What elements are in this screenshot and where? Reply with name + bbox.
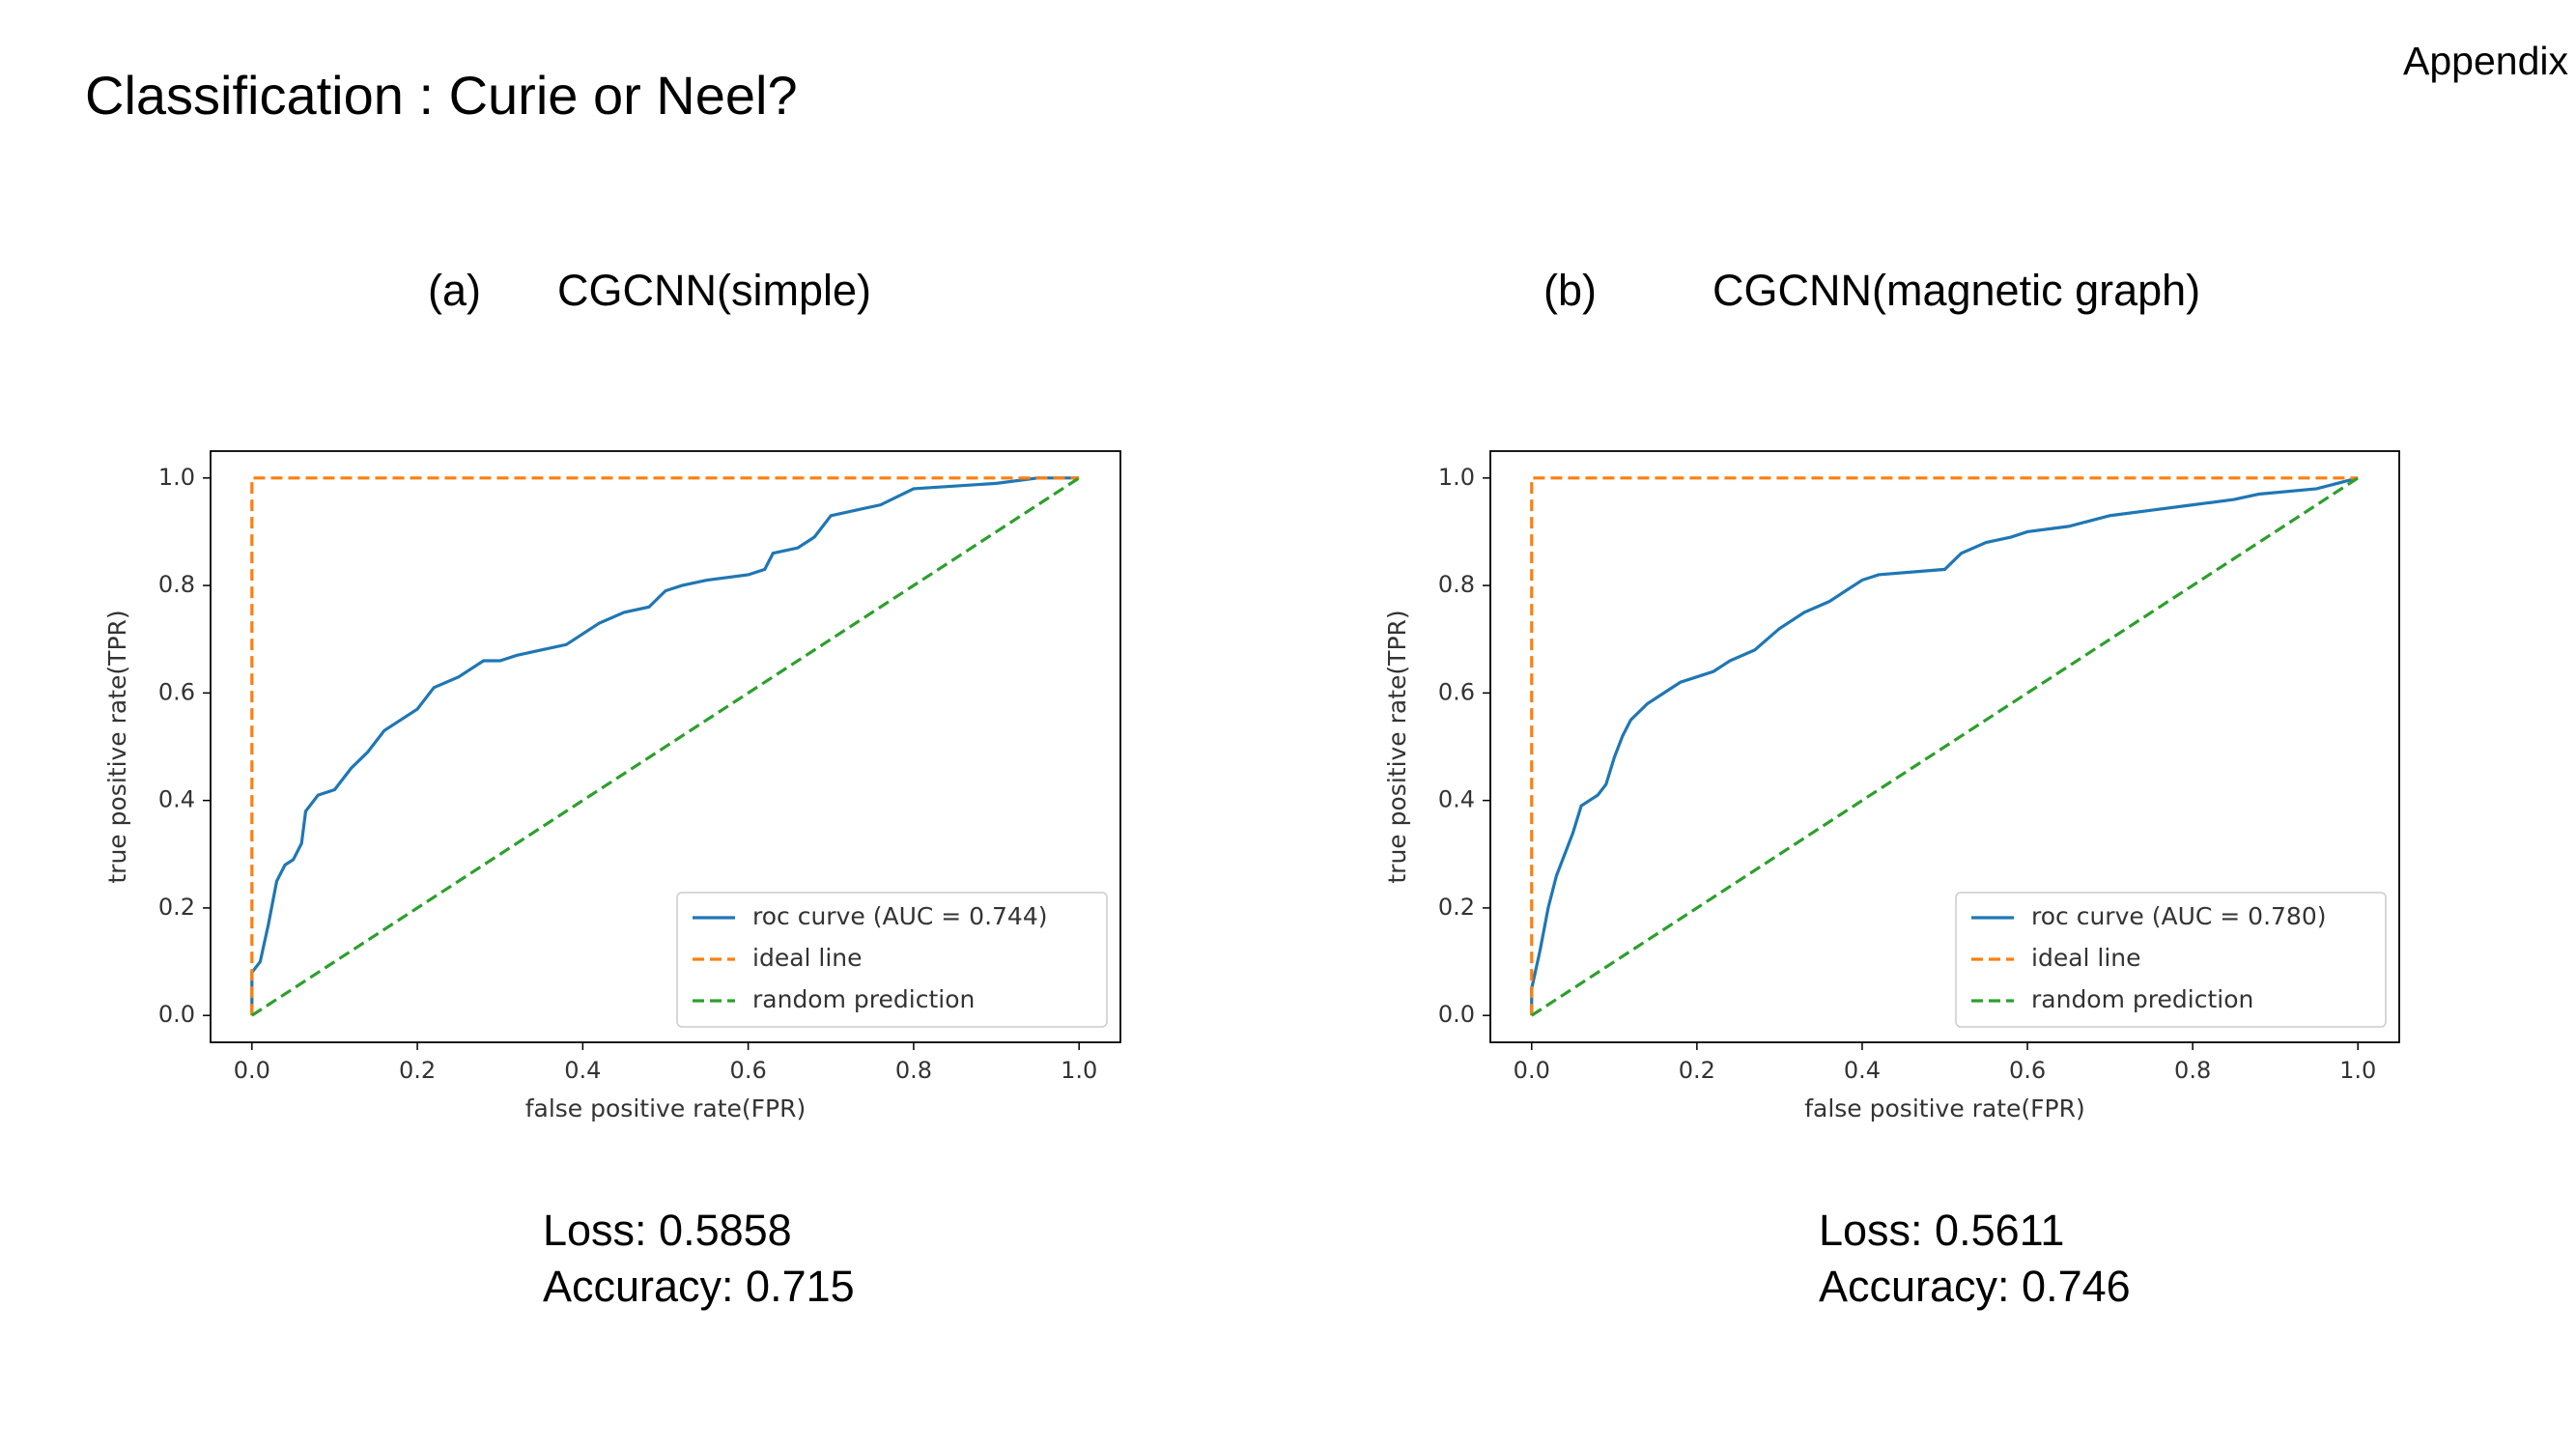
legend-label: random prediction [752,985,975,1013]
x-tick-label: 0.6 [2009,1057,2046,1084]
chart: (a) CGCNN(simple) 0.0 0.2 0.4 0.6 0.8 1.0 0.0 0.2… [103,266,1121,1311]
y-tick-label: 0.4 [1438,786,1475,813]
plot-frame [210,450,1121,1043]
x-tick-label: 0.4 [1844,1057,1881,1084]
x-axis-label: false positive rate(FPR) [525,1094,807,1122]
x-tick-label: 0.2 [1679,1057,1715,1084]
y-tick-label: 0.8 [1438,571,1475,598]
x-tick-label: 0.4 [564,1057,601,1084]
y-tick-label: 0.4 [158,786,195,813]
series-line [250,476,1080,1016]
metric-note: Accuracy: 0.715 [543,1262,855,1311]
legend-label: roc curve (AUC = 0.744) [752,902,1047,930]
y-tick-label: 1.0 [158,464,195,491]
panel-label: (b) [1543,266,1597,315]
y-axis-label: true positive rate(TPR) [103,610,131,883]
legend-label: roc curve (AUC = 0.780) [2031,902,2326,930]
legend-label: random prediction [2031,985,2253,1013]
x-tick-label: 0.0 [1514,1057,1550,1084]
y-tick-label: 1.0 [1438,464,1475,491]
metric-note: Loss: 0.5858 [543,1206,792,1255]
y-tick-label: 0.0 [158,1001,195,1028]
plot-frame [1489,450,2400,1043]
x-tick-label: 0.8 [2174,1057,2211,1084]
chart: (b) CGCNN(magnetic graph) 0.0 0.2 0.4 0.6 0.8 1… [1383,266,2400,1311]
x-tick-label: 1.0 [2339,1057,2376,1084]
chart-title: CGCNN(magnetic graph) [1713,266,2200,315]
panel-label: (a) [428,266,481,315]
y-tick-label: 0.2 [1438,894,1475,921]
legend-box [1955,892,2387,1028]
legend-label: ideal line [2031,944,2141,972]
chart-title: CGCNN(simple) [557,266,871,315]
y-tick-label: 0.2 [158,894,195,921]
corner-label: Appendix [2403,39,2568,83]
x-tick-label: 1.0 [1061,1057,1097,1084]
metric-note: Loss: 0.5611 [1819,1206,2064,1255]
y-tick-label: 0.0 [1438,1001,1475,1028]
series-line [1530,476,2359,1016]
legend-label: ideal line [752,944,863,972]
legend-box [676,892,1108,1028]
series-line [1530,476,2360,1017]
metric-note: Accuracy: 0.746 [1819,1262,2131,1311]
x-tick-label: 0.6 [730,1057,767,1084]
series-line [250,476,1081,1017]
y-tick-label: 0.6 [158,678,195,705]
x-tick-label: 0.2 [399,1057,436,1084]
series-line [250,476,1080,1016]
x-axis-label: false positive rate(FPR) [1804,1094,2085,1122]
slide-title: Classification : Curie or Neel? [85,65,798,126]
series-line [1530,476,2359,1016]
y-axis-label: true positive rate(TPR) [1383,610,1411,883]
x-tick-label: 0.0 [234,1057,270,1084]
y-tick-label: 0.8 [158,571,195,598]
x-tick-label: 0.8 [895,1057,932,1084]
y-tick-label: 0.6 [1438,678,1475,705]
